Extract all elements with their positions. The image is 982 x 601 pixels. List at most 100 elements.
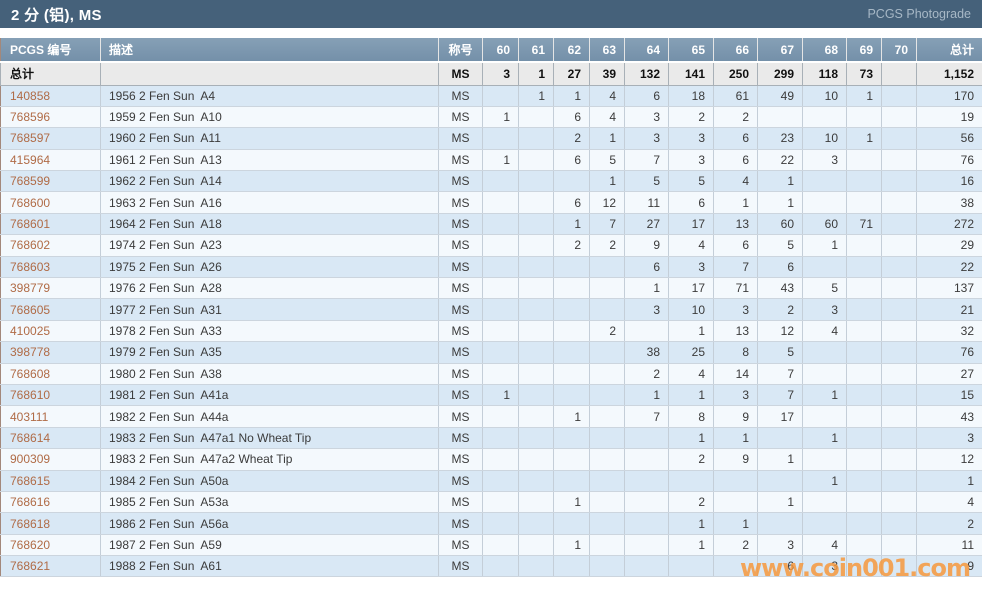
grade-count-cell: 13 <box>713 213 758 236</box>
pcgs-number-link[interactable]: 768596 <box>10 110 51 125</box>
col-header-grade-62: 62 <box>553 38 590 63</box>
pcgs-number-link[interactable]: 403111 <box>10 409 49 424</box>
row-total-cell: 32 <box>916 320 982 343</box>
grade-count-cell <box>713 470 758 492</box>
grade-count-cell <box>757 427 803 450</box>
pcgs-number-link[interactable]: 768605 <box>10 302 51 317</box>
totals-grade-count: 73 <box>846 61 882 86</box>
grade-count-cell <box>482 427 519 450</box>
grade-count-cell <box>482 491 519 514</box>
grade-count-cell: 3 <box>624 298 669 321</box>
grade-count-cell: 6 <box>757 256 803 279</box>
grade-count-cell <box>802 491 847 514</box>
grade-count-cell <box>589 491 625 514</box>
grade-count-cell <box>802 256 847 279</box>
grade-count-cell <box>482 405 519 428</box>
grade-count-cell: 10 <box>802 85 847 107</box>
row-total-cell: 3 <box>916 427 982 450</box>
grade-count-cell <box>624 512 669 535</box>
grade-count-cell <box>881 149 917 172</box>
col-header-designation: 称号 <box>438 38 483 63</box>
coin-description: 1988 2 Fen Sun A61 <box>100 555 439 578</box>
col-header-grade-66: 66 <box>713 38 758 63</box>
grade-count-cell: 4 <box>802 534 847 557</box>
pcgs-number-link[interactable]: 768608 <box>10 366 51 381</box>
grade-count-cell <box>881 85 917 107</box>
grade-count-cell <box>553 555 590 578</box>
row-total-cell: 21 <box>916 298 982 321</box>
grade-count-cell <box>518 555 554 578</box>
grade-count-cell: 60 <box>802 213 847 236</box>
pcgs-number-link[interactable]: 768620 <box>10 537 51 552</box>
pcgs-number-link[interactable]: 900309 <box>10 452 51 467</box>
grade-count-cell: 7 <box>713 256 758 279</box>
table-row: 768601 1964 2 Fen Sun A18 MS 1 7 27 17 1… <box>0 213 982 236</box>
pcgs-number-link[interactable]: 398779 <box>10 281 51 296</box>
pcgs-number-link[interactable]: 768603 <box>10 259 51 274</box>
grade-count-cell <box>482 298 519 321</box>
grade-count-cell <box>518 234 554 257</box>
designation-value: MS <box>438 106 483 129</box>
grade-count-cell <box>757 512 803 535</box>
grade-count-cell <box>846 555 882 578</box>
grade-count-cell: 6 <box>713 149 758 172</box>
grade-count-cell <box>553 341 590 364</box>
grade-count-cell <box>757 470 803 492</box>
designation-value: MS <box>438 170 483 193</box>
pcgs-number-link[interactable]: 768614 <box>10 430 51 445</box>
coin-description: 1961 2 Fen Sun A13 <box>100 149 439 172</box>
table-row: 768602 1974 2 Fen Sun A23 MS 2 2 9 4 6 5… <box>0 234 982 257</box>
grade-count-cell <box>482 470 519 492</box>
pcgs-number-link[interactable]: 768602 <box>10 238 51 253</box>
grade-count-cell <box>881 213 917 236</box>
grade-count-cell <box>624 470 669 492</box>
pcgs-number-link[interactable]: 410025 <box>10 323 51 338</box>
grade-count-cell: 1 <box>589 127 625 150</box>
grade-count-cell <box>589 534 625 557</box>
grade-count-cell <box>482 85 519 107</box>
grade-count-cell: 3 <box>668 256 714 279</box>
pcgs-number-link[interactable]: 768601 <box>10 217 51 232</box>
pcgs-number-link[interactable]: 768610 <box>10 388 51 403</box>
grade-count-cell: 1 <box>668 427 714 450</box>
grade-count-cell <box>846 106 882 129</box>
pcgs-number-link[interactable]: 768599 <box>10 174 51 189</box>
grade-count-cell: 6 <box>713 127 758 150</box>
col-header-grade-63: 63 <box>589 38 625 63</box>
grade-count-cell: 2 <box>713 106 758 129</box>
pcgs-number-link[interactable]: 398778 <box>10 345 51 360</box>
pcgs-number-link[interactable]: 768621 <box>10 559 51 574</box>
designation-value: MS <box>438 320 483 343</box>
grade-count-cell: 3 <box>802 149 847 172</box>
grade-count-cell: 7 <box>624 405 669 428</box>
pcgs-number-link[interactable]: 140858 <box>10 88 51 103</box>
grade-count-cell <box>881 470 917 492</box>
totals-grade-count: 250 <box>713 61 758 86</box>
pcgs-number-link[interactable]: 768615 <box>10 473 51 488</box>
pcgs-number-link[interactable]: 415964 <box>10 152 51 167</box>
grade-count-cell: 1 <box>757 448 803 471</box>
grade-count-cell <box>624 427 669 450</box>
table-row: 768605 1977 2 Fen Sun A31 MS 3 10 3 2 3 … <box>0 298 982 321</box>
pcgs-number-link[interactable]: 768616 <box>10 495 51 510</box>
coin-description: 1984 2 Fen Sun A50a <box>100 470 439 492</box>
row-total-cell: 16 <box>916 170 982 193</box>
grade-count-cell <box>881 427 917 450</box>
coin-description: 1976 2 Fen Sun A28 <box>100 277 439 300</box>
pcgs-number-link[interactable]: 768618 <box>10 516 51 531</box>
grade-count-cell <box>846 170 882 193</box>
designation-value: MS <box>438 470 483 492</box>
grade-count-cell: 11 <box>624 191 669 214</box>
grade-count-cell <box>518 298 554 321</box>
grade-count-cell <box>482 170 519 193</box>
grade-count-cell: 17 <box>668 213 714 236</box>
grade-count-cell: 3 <box>713 384 758 407</box>
grade-count-cell <box>846 149 882 172</box>
grade-count-cell <box>518 341 554 364</box>
pcgs-number-link[interactable]: 768600 <box>10 195 51 210</box>
grade-count-cell: 25 <box>668 341 714 364</box>
grade-count-cell <box>881 191 917 214</box>
grade-count-cell <box>668 555 714 578</box>
pcgs-number-link[interactable]: 768597 <box>10 131 51 146</box>
grade-count-cell <box>589 405 625 428</box>
